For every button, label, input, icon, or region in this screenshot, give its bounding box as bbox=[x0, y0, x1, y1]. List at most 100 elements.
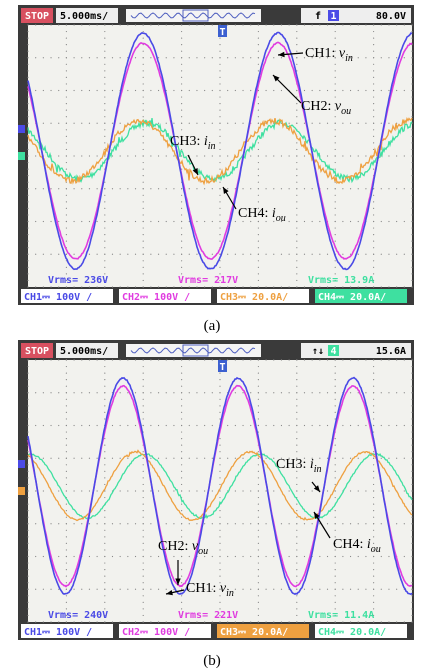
grid-dot bbox=[204, 188, 205, 189]
grid-dot bbox=[373, 64, 374, 65]
ch-marker bbox=[18, 487, 25, 495]
channel-setting: CH1⎓ 100V / bbox=[24, 627, 92, 638]
grid-dot bbox=[219, 188, 220, 189]
grid-dot bbox=[104, 188, 105, 189]
grid-dot bbox=[219, 412, 220, 413]
channel-setting: CH3⎓ 20.0A/ bbox=[220, 627, 288, 638]
grid-dot bbox=[304, 589, 305, 590]
grid-dot bbox=[204, 123, 205, 124]
grid-dot bbox=[373, 195, 374, 196]
grid-dot bbox=[335, 214, 336, 215]
grid-dot bbox=[411, 621, 412, 622]
grid-dot bbox=[373, 569, 374, 570]
grid-dot bbox=[104, 530, 105, 531]
grid-dot bbox=[335, 221, 336, 222]
grid-dot bbox=[219, 221, 220, 222]
grid-dot bbox=[143, 418, 144, 419]
grid-dot bbox=[258, 477, 259, 478]
ch-marker bbox=[18, 460, 25, 468]
grid-dot bbox=[411, 96, 412, 97]
grid-dot bbox=[319, 523, 320, 524]
grid-dot bbox=[112, 621, 113, 622]
grid-dot bbox=[411, 57, 412, 58]
grid-dot bbox=[296, 182, 297, 183]
grid-dot bbox=[104, 116, 105, 117]
grid-dot bbox=[373, 260, 374, 261]
grid-dot bbox=[66, 38, 67, 39]
grid-dot bbox=[97, 57, 98, 58]
grid-dot bbox=[227, 523, 228, 524]
grid-dot bbox=[196, 425, 197, 426]
grid-dot bbox=[281, 155, 282, 156]
grid-dot bbox=[143, 562, 144, 563]
grid-dot bbox=[381, 556, 382, 557]
grid-dot bbox=[143, 504, 144, 505]
grid-dot bbox=[143, 523, 144, 524]
grid-dot bbox=[342, 286, 343, 287]
grid-dot bbox=[27, 615, 28, 616]
grid-dot bbox=[219, 44, 220, 45]
grid-dot bbox=[388, 392, 389, 393]
grid-dot bbox=[304, 188, 305, 189]
grid-dot bbox=[127, 523, 128, 524]
grid-dot bbox=[296, 366, 297, 367]
grid-dot bbox=[396, 392, 397, 393]
grid-dot bbox=[227, 24, 228, 25]
grid-dot bbox=[365, 90, 366, 91]
grid-dot bbox=[27, 418, 28, 419]
grid-dot bbox=[73, 490, 74, 491]
grid-dot bbox=[81, 392, 82, 393]
grid-dot bbox=[43, 556, 44, 557]
grid-dot bbox=[181, 57, 182, 58]
grid-dot bbox=[66, 267, 67, 268]
grid-dot bbox=[335, 517, 336, 518]
grid-dot bbox=[143, 405, 144, 406]
grid-dot bbox=[135, 490, 136, 491]
grid-dot bbox=[58, 155, 59, 156]
grid-dot bbox=[27, 241, 28, 242]
grid-dot bbox=[411, 517, 412, 518]
grid-dot bbox=[89, 221, 90, 222]
grid-dot bbox=[181, 254, 182, 255]
grid-dot bbox=[219, 484, 220, 485]
grid-dot bbox=[143, 162, 144, 163]
page: {"panels": [ {"caption": "(a)", "status"… bbox=[0, 0, 424, 672]
grid-dot bbox=[104, 110, 105, 111]
grid-dot bbox=[143, 24, 144, 25]
grid-dot bbox=[112, 425, 113, 426]
grid-dot bbox=[342, 556, 343, 557]
grid-dot bbox=[258, 373, 259, 374]
grid-dot bbox=[143, 254, 144, 255]
grid-dot bbox=[104, 83, 105, 84]
grid-dot bbox=[373, 208, 374, 209]
grid-dot bbox=[27, 412, 28, 413]
grid-dot bbox=[265, 425, 266, 426]
grid-dot bbox=[143, 556, 144, 557]
channel-setting: CH2⎓ 100V / bbox=[122, 292, 190, 303]
grid-dot bbox=[27, 399, 28, 400]
grid-dot bbox=[81, 425, 82, 426]
channel-setting: CH3⎓ 20.0A/ bbox=[220, 292, 288, 303]
timebase: 5.000ms/ bbox=[60, 11, 108, 22]
grid-dot bbox=[258, 458, 259, 459]
grid-dot bbox=[27, 142, 28, 143]
grid-dot bbox=[158, 221, 159, 222]
grid-dot bbox=[296, 280, 297, 281]
grid-dot bbox=[143, 169, 144, 170]
grid-dot bbox=[381, 254, 382, 255]
grid-dot bbox=[327, 123, 328, 124]
grid-dot bbox=[219, 142, 220, 143]
ch-marker bbox=[18, 125, 25, 133]
grid-dot bbox=[189, 490, 190, 491]
grid-dot bbox=[296, 142, 297, 143]
grid-dot bbox=[350, 490, 351, 491]
grid-dot bbox=[250, 425, 251, 426]
grid-dot bbox=[27, 103, 28, 104]
grid-dot bbox=[296, 149, 297, 150]
grid-dot bbox=[365, 188, 366, 189]
grid-dot bbox=[73, 621, 74, 622]
grid-dot bbox=[250, 523, 251, 524]
trigger-marker-label: T bbox=[219, 362, 225, 373]
grid-dot bbox=[335, 24, 336, 25]
grid-dot bbox=[89, 286, 90, 287]
